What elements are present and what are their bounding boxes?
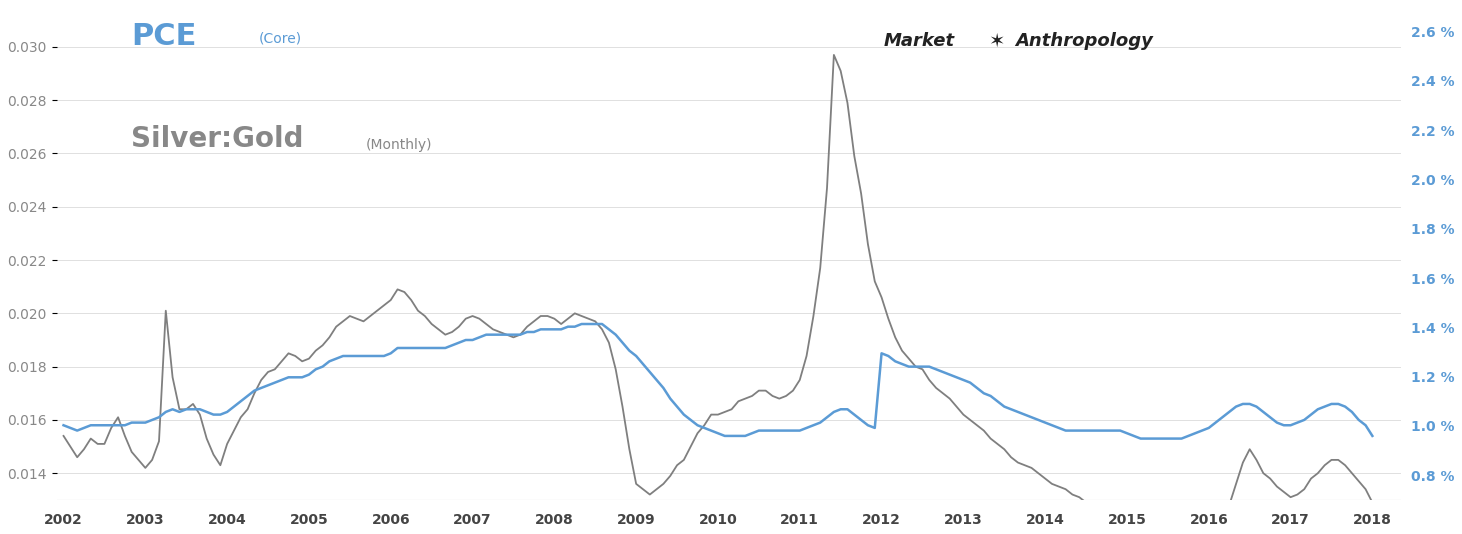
Text: Market: Market [883, 32, 955, 50]
Text: Silver:Gold: Silver:Gold [132, 125, 304, 153]
Text: Anthropology: Anthropology [1015, 32, 1154, 50]
Text: ✶: ✶ [988, 32, 1004, 51]
Text: (Monthly): (Monthly) [366, 138, 433, 152]
Text: (Core): (Core) [259, 32, 301, 45]
Text: PCE: PCE [132, 22, 196, 51]
